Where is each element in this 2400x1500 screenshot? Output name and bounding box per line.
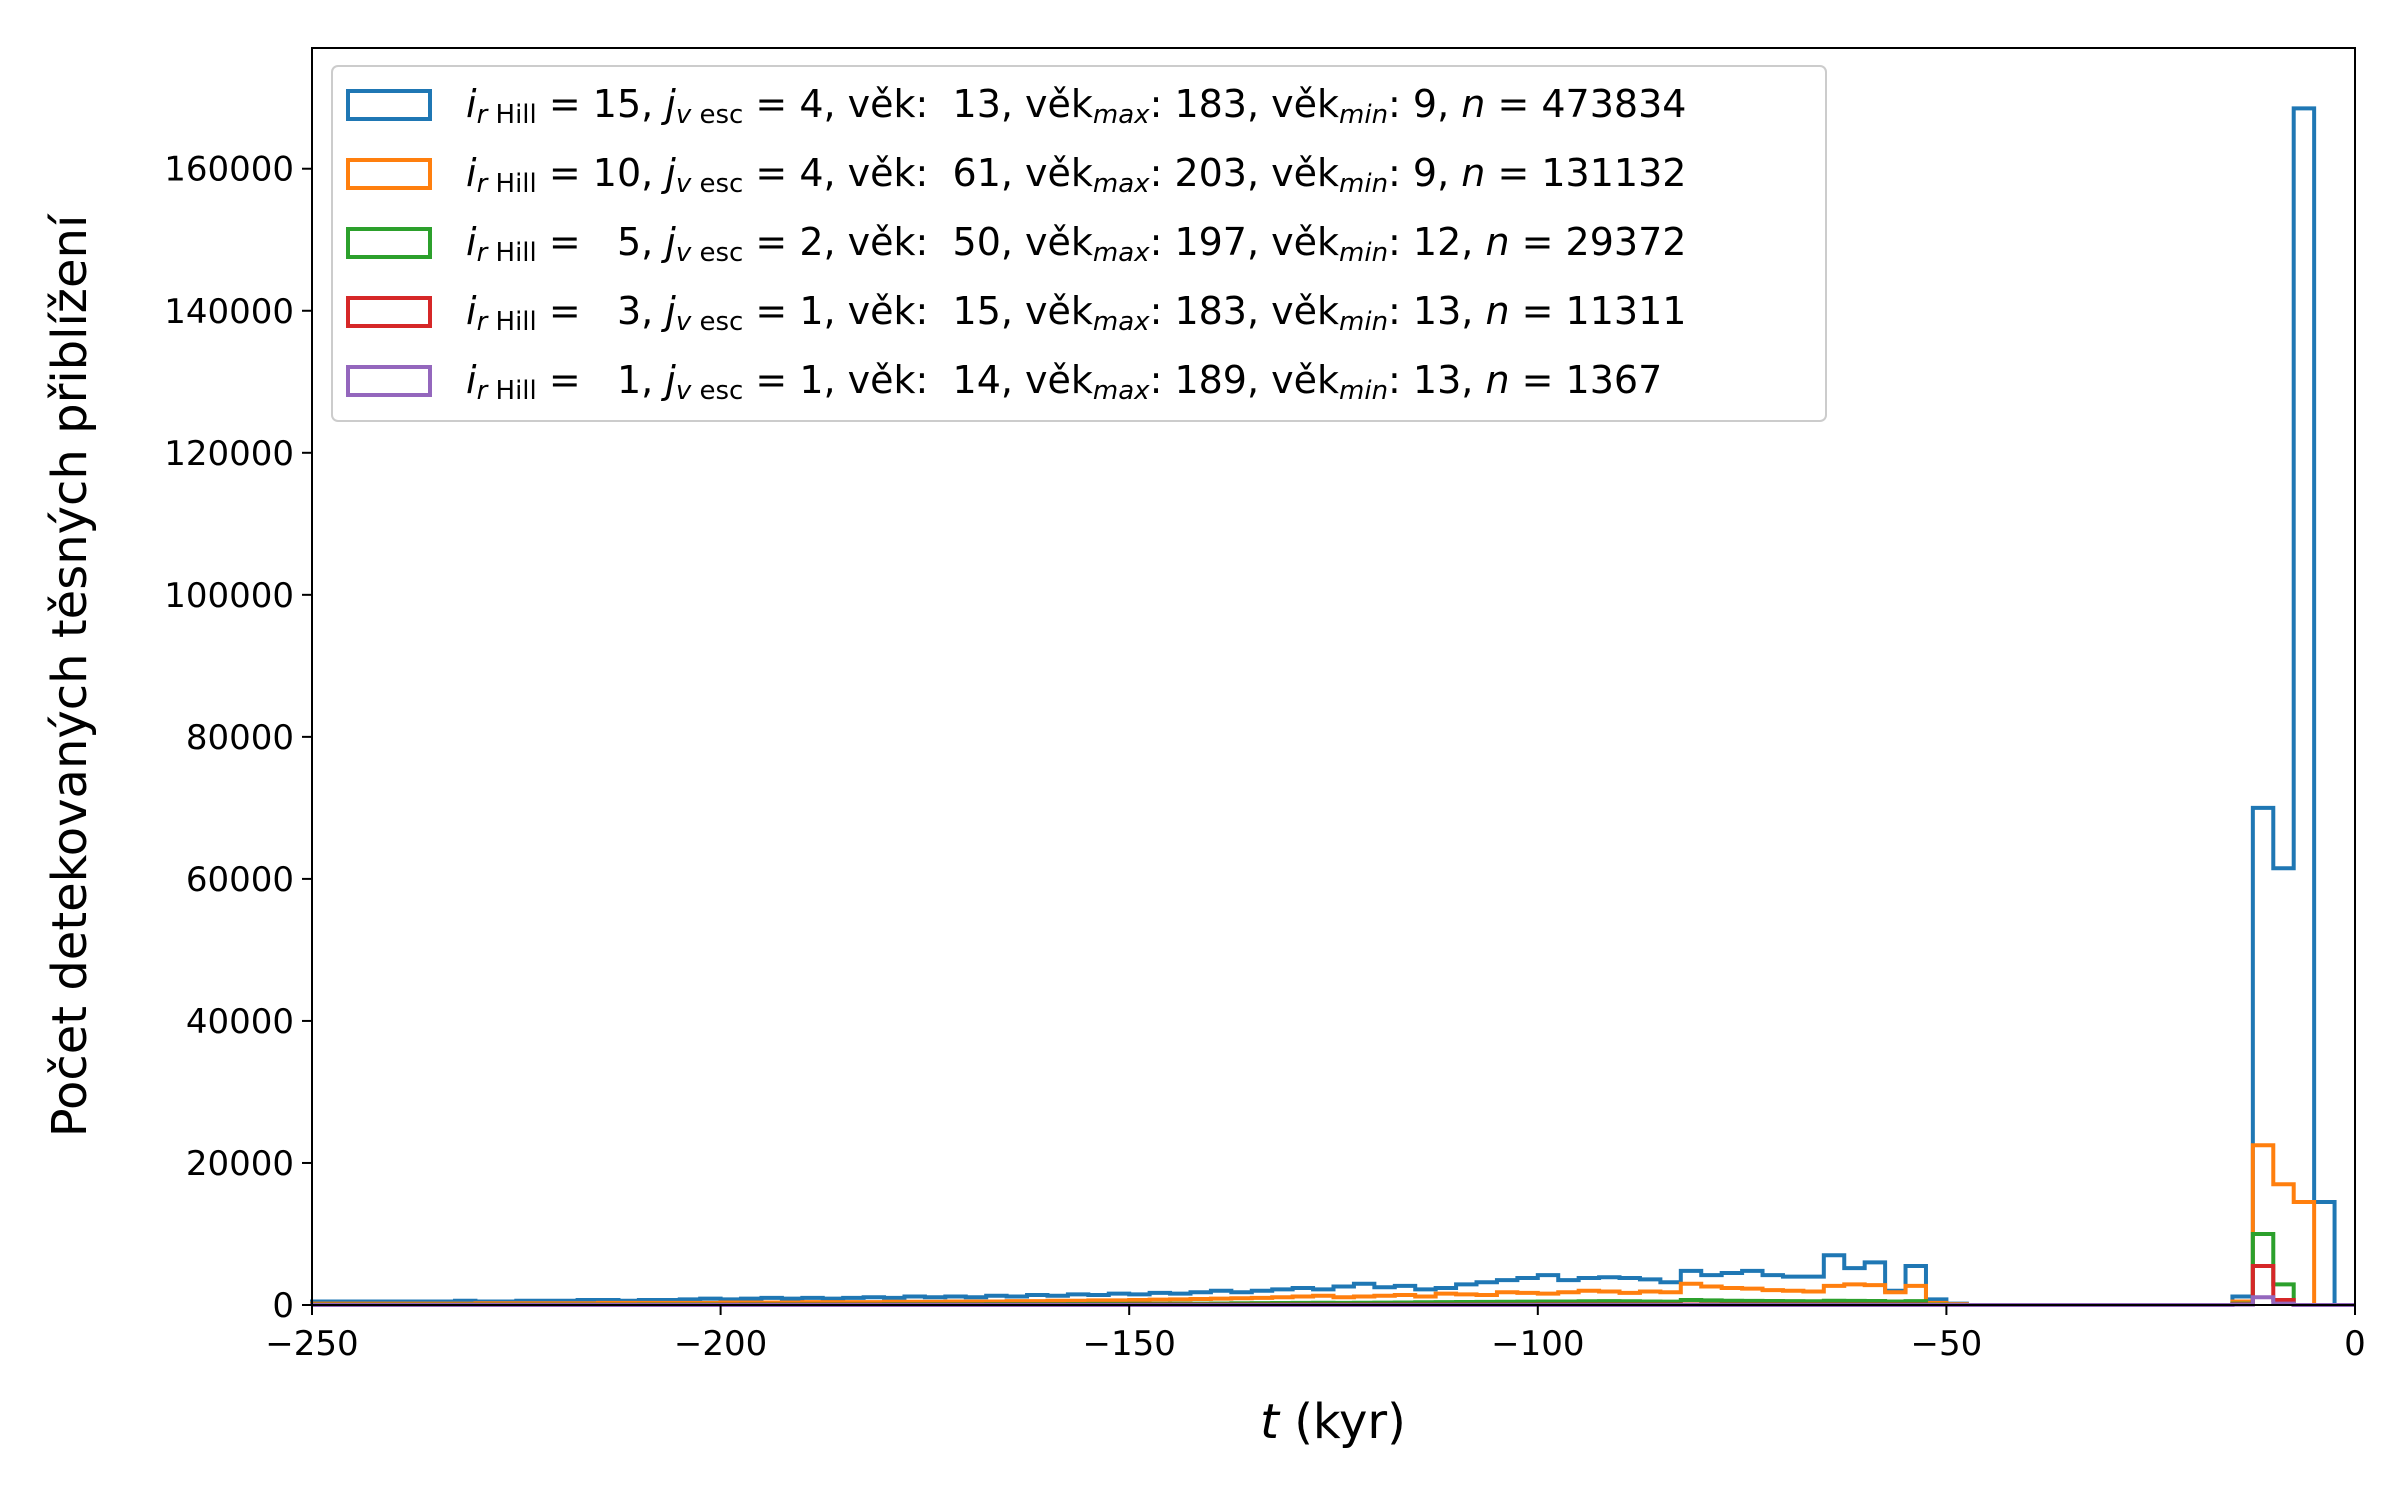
legend-entry-label: ir Hill = 15, jv esc = 4, věk: 13, věkma…: [466, 82, 1686, 130]
legend-swatch: [346, 158, 432, 190]
y-tick-label: 60000: [186, 860, 294, 900]
legend-swatch: [346, 89, 432, 121]
x-tick-label: 0: [2344, 1324, 2366, 1364]
y-tick-label: 80000: [186, 718, 294, 758]
y-tick-label: 140000: [164, 292, 294, 332]
x-tick-label: −150: [1083, 1324, 1176, 1364]
legend-swatch: [346, 296, 432, 328]
x-tick-label: −50: [1911, 1324, 1983, 1364]
legend-swatch: [346, 227, 432, 259]
plot-frame: [311, 47, 2356, 1306]
legend-entry-label: ir Hill = 5, jv esc = 2, věk: 50, věkmax…: [466, 220, 1686, 268]
y-tick-label: 100000: [164, 576, 294, 616]
legend: ir Hill = 15, jv esc = 4, věk: 13, věkma…: [331, 65, 1827, 422]
y-axis-title: Počet detekovaných těsných přiblížení: [42, 213, 98, 1137]
y-tick-label: 160000: [164, 150, 294, 190]
legend-entry-label: ir Hill = 1, jv esc = 1, věk: 14, věkmax…: [466, 358, 1662, 406]
legend-entry-label: ir Hill = 10, jv esc = 4, věk: 61, věkma…: [466, 151, 1686, 199]
x-axis-variable: t: [1260, 1394, 1281, 1450]
x-axis-title: t (kyr): [1260, 1394, 1406, 1450]
legend-entry-label: ir Hill = 3, jv esc = 1, věk: 15, věkmax…: [466, 289, 1686, 337]
x-axis-unit: (kyr): [1279, 1394, 1406, 1450]
x-tick-label: −250: [265, 1324, 358, 1364]
x-tick-label: −100: [1491, 1324, 1584, 1364]
y-tick-label: 20000: [186, 1144, 294, 1184]
y-tick-label: 0: [272, 1286, 294, 1326]
x-tick-label: −200: [674, 1324, 767, 1364]
y-tick-label: 120000: [164, 434, 294, 474]
x-axis: −250 −200 −150 −100 −50 0: [265, 1305, 2366, 1364]
legend-swatch: [346, 365, 432, 397]
legend-box: [331, 65, 1827, 422]
y-axis: 0 20000 40000 60000 80000 100000 120000 140000 1…: [164, 150, 312, 1326]
y-tick-label: 40000: [186, 1002, 294, 1042]
